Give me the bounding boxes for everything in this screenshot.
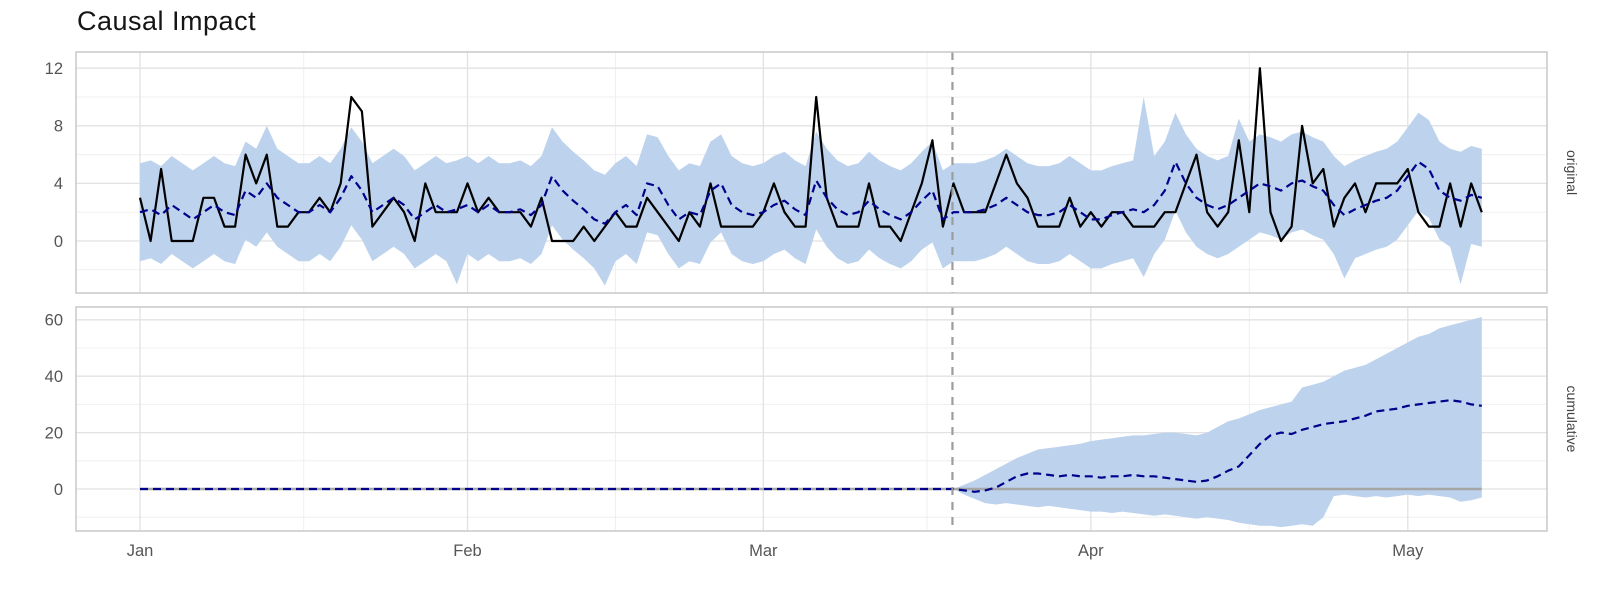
y-tick-label: 60 xyxy=(45,312,63,330)
chart-title: Causal Impact xyxy=(77,6,257,36)
panel-border xyxy=(75,306,1548,532)
strip-label-cumulative: cumulative xyxy=(1564,386,1580,453)
original-dashed-line xyxy=(139,160,1483,225)
y-tick-label: 4 xyxy=(54,175,63,193)
y-tick-label: 40 xyxy=(45,368,63,386)
y-tick-label: 8 xyxy=(54,118,63,136)
y-tick-label: 12 xyxy=(45,60,63,78)
x-tick-label: May xyxy=(1392,542,1424,560)
observed-line xyxy=(138,67,1483,243)
y-tick-label: 0 xyxy=(54,481,63,499)
x-tick-label: Mar xyxy=(749,542,778,560)
x-tick-label: Feb xyxy=(453,542,481,560)
original-ci-band xyxy=(140,97,1482,286)
cumulative-dashed-line xyxy=(140,399,1482,493)
y-tick-label: 0 xyxy=(54,233,63,251)
strip-label-original: original xyxy=(1564,150,1580,195)
cumulative-ci-band xyxy=(140,317,1482,528)
x-tick-label: Jan xyxy=(127,542,154,560)
x-tick-label: Apr xyxy=(1078,542,1104,560)
panel-border xyxy=(75,51,1548,294)
y-tick-label: 20 xyxy=(45,424,63,442)
